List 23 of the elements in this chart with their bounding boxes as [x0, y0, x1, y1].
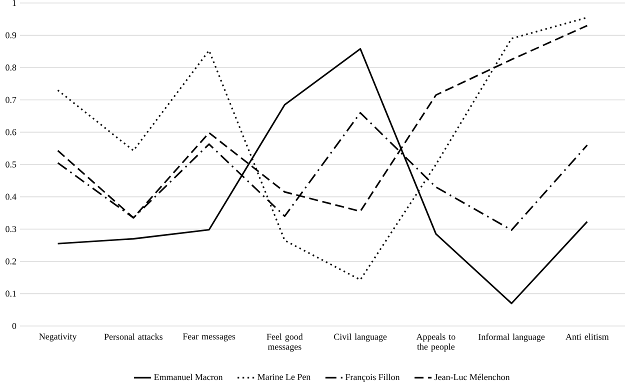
- x-tick-label: Personal attacks: [104, 334, 163, 340]
- y-tick-label: 0.5: [6, 161, 16, 168]
- legend-label: Emmanuel Macron: [154, 374, 223, 380]
- y-tick-label: 0: [12, 322, 16, 330]
- x-tick-label: Fear messages: [182, 334, 236, 342]
- y-tick-label: 0.6: [6, 129, 16, 136]
- y-tick-label: 0.7: [6, 96, 16, 103]
- x-tick-label: Negativity: [39, 334, 77, 342]
- y-tick-label: 0.9: [6, 32, 16, 38]
- y-tick-label: 0.8: [6, 64, 16, 71]
- x-tick-label: Appeals to the people: [416, 334, 456, 352]
- y-tick-label: 1: [12, 0, 16, 6]
- x-tick-label: Civil language: [334, 334, 387, 342]
- legend-label: Marine Le Pen: [258, 374, 311, 380]
- legend-label: Jean-Luc Mélenchon: [434, 374, 510, 380]
- x-tick-label: Informal language: [478, 334, 545, 342]
- y-tick-label: 0.3: [6, 226, 16, 232]
- x-tick-label: Anti elitism: [566, 334, 609, 340]
- x-tick-label: Feel good messages: [266, 334, 303, 352]
- y-tick-label: 0.2: [6, 258, 16, 264]
- y-tick-label: 0.1: [6, 290, 16, 297]
- legend-label: François Fillon: [345, 374, 400, 382]
- y-tick-label: 0.4: [6, 194, 16, 200]
